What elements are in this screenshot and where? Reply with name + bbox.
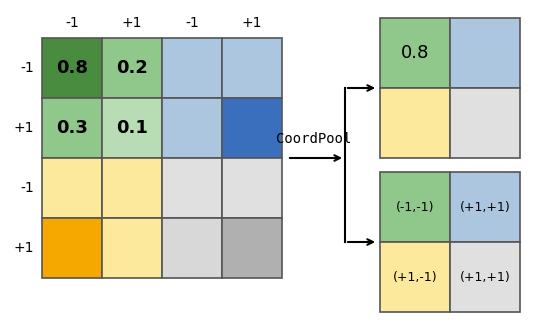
Bar <box>450 242 520 312</box>
Bar <box>42 38 102 98</box>
Text: -1: -1 <box>65 16 79 30</box>
Text: +1: +1 <box>242 16 262 30</box>
Bar <box>102 218 162 278</box>
Text: -1: -1 <box>185 16 199 30</box>
Bar <box>102 158 162 218</box>
Text: (+1,-1): (+1,-1) <box>393 270 437 283</box>
Bar <box>222 98 282 158</box>
Bar <box>42 98 102 158</box>
Bar <box>102 38 162 98</box>
Text: 0.2: 0.2 <box>116 59 148 77</box>
Bar <box>380 172 450 242</box>
Bar <box>162 98 222 158</box>
Bar <box>450 18 520 88</box>
Bar <box>450 172 520 242</box>
Text: -1: -1 <box>20 61 34 75</box>
Text: (+1,+1): (+1,+1) <box>460 201 511 213</box>
Bar <box>42 218 102 278</box>
Bar <box>162 38 222 98</box>
Text: +1: +1 <box>13 121 34 135</box>
Text: (-1,-1): (-1,-1) <box>396 201 434 213</box>
Text: 0.8: 0.8 <box>56 59 88 77</box>
Bar <box>162 158 222 218</box>
Text: CoordPool: CoordPool <box>276 132 351 146</box>
Bar <box>380 88 450 158</box>
Text: 0.1: 0.1 <box>116 119 148 137</box>
Bar <box>380 242 450 312</box>
Bar <box>102 98 162 158</box>
Bar <box>162 218 222 278</box>
Text: 0.3: 0.3 <box>56 119 88 137</box>
Text: (+1,+1): (+1,+1) <box>460 270 511 283</box>
Text: 0.8: 0.8 <box>401 44 429 62</box>
Bar <box>380 18 450 88</box>
Bar <box>222 158 282 218</box>
Bar <box>222 218 282 278</box>
Bar <box>450 88 520 158</box>
Text: +1: +1 <box>13 241 34 255</box>
Text: +1: +1 <box>122 16 142 30</box>
Bar <box>42 158 102 218</box>
Bar <box>222 38 282 98</box>
Text: -1: -1 <box>20 181 34 195</box>
